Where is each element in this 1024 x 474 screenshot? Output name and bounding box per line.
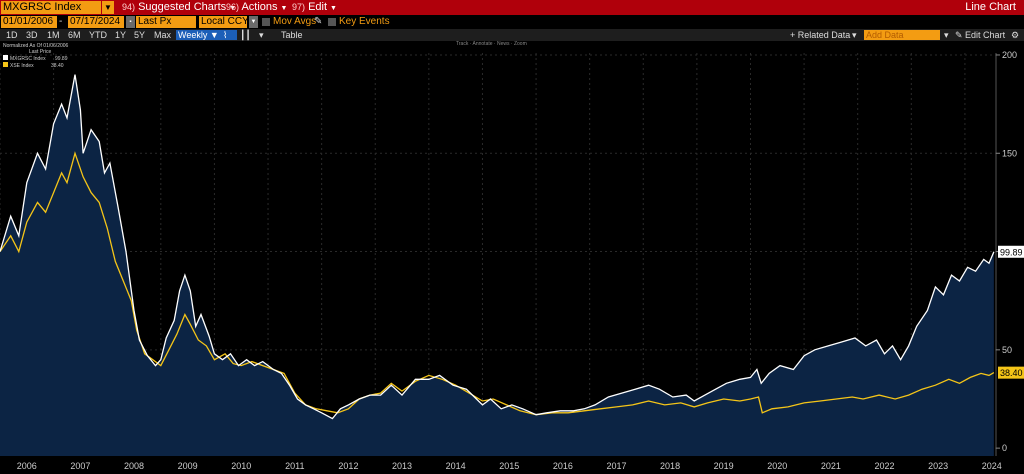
last-value-box [998, 245, 1024, 258]
add-data-input[interactable]: Add Data [864, 30, 940, 40]
y-tick-label: 150 [1002, 148, 1017, 158]
x-tick-label: 2021 [821, 461, 841, 471]
x-tick-label: 2008 [124, 461, 144, 471]
actions-label: Actions [241, 1, 278, 13]
x-tick-label: 2006 [17, 461, 37, 471]
key-events-label[interactable]: Key Events [339, 16, 390, 27]
add-data-dropdown-icon[interactable]: ▾ [944, 30, 949, 40]
range-bar [0, 29, 1024, 41]
range-6m[interactable]: 6M [68, 30, 81, 40]
start-date-field[interactable]: 01/01/2006 [1, 16, 57, 28]
area-fill [0, 74, 994, 456]
last-value-label: 38.40 [1000, 368, 1023, 378]
line-style-icon[interactable]: ⌇ [221, 30, 237, 40]
last-value-box [998, 366, 1024, 379]
suggested-charts-menu[interactable]: 94) Suggested Charts ▼ [122, 1, 237, 13]
x-tick-label: 2016 [553, 461, 573, 471]
y-tick-label: 200 [1002, 50, 1017, 60]
key-events-checkbox[interactable] [328, 18, 336, 26]
edit-label: Edit [308, 1, 328, 13]
date-separator: - [59, 16, 63, 27]
chevron-down-icon: ▼ [229, 5, 237, 12]
normalized-note: Normalized As Of 01/06/2006 [3, 43, 69, 49]
legend-item-mxgrsc: MXGRSC Index 99.89 [3, 55, 68, 62]
x-tick-label: 2018 [660, 461, 680, 471]
range-5y[interactable]: 5Y [134, 30, 146, 40]
currency-selector[interactable]: Local CCY [199, 16, 249, 28]
range-3d[interactable]: 3D [26, 30, 38, 40]
legend-swatch [3, 62, 8, 67]
x-tick-label: 2014 [446, 461, 466, 471]
top-command-bar [0, 0, 1024, 15]
field-selector[interactable]: Last Px [136, 16, 196, 28]
range-ytd[interactable]: YTD [89, 30, 107, 40]
ticker-dropdown-icon[interactable]: ▼ [102, 1, 114, 14]
related-data-button[interactable]: + Related Data [790, 30, 851, 40]
chevron-down-icon[interactable]: ▾ [852, 30, 857, 40]
x-tick-label: 2009 [178, 461, 198, 471]
y-tick-label: 50 [1002, 345, 1012, 355]
chart-type-title: Line Chart [965, 1, 1016, 13]
annotate-tool[interactable]: Annotate [472, 41, 493, 47]
edit-menu[interactable]: 97) Edit ▼ [292, 1, 337, 13]
last-value-label: 99.89 [1000, 247, 1023, 257]
frequency-selector[interactable]: Weekly ▼ [176, 30, 221, 40]
x-tick-label: 2007 [70, 461, 90, 471]
y-tick-label: 0 [1002, 443, 1007, 453]
chart-legend: Normalized As Of 01/06/2006 Last Price M… [3, 43, 68, 69]
bar-style-icon[interactable]: ┃┃ [240, 30, 251, 40]
pencil-icon[interactable]: ✎ [314, 16, 323, 27]
suggested-charts-label: Suggested Charts [138, 1, 227, 13]
x-tick-label: 2024 [982, 461, 1002, 471]
line-chart[interactable]: 05010015020099.8938.40200620072008200920… [0, 41, 1024, 474]
series-line-0 [0, 74, 995, 420]
legend-swatch [3, 55, 8, 60]
gear-icon[interactable]: ⚙ [1011, 30, 1020, 40]
x-tick-label: 2022 [874, 461, 894, 471]
x-tick-label: 2020 [767, 461, 787, 471]
mov-avgs-label[interactable]: Mov Avgs [273, 16, 317, 27]
mov-avgs-checkbox[interactable] [262, 18, 270, 26]
more-icon[interactable]: ▾ [259, 30, 264, 40]
x-tick-label: 2017 [606, 461, 626, 471]
x-tick-label: 2011 [285, 461, 304, 471]
table-button[interactable]: Table [281, 30, 303, 40]
edit-chart-button[interactable]: ✎ Edit Chart [955, 30, 1006, 40]
legend-header: Last Price [29, 49, 52, 55]
range-1m[interactable]: 1M [47, 30, 60, 40]
chart-tools: Track · Annotate · News · Zoom [456, 41, 527, 47]
legend-item-xse: XSE Index 38.40 [3, 62, 68, 69]
news-tool[interactable]: News [496, 41, 510, 47]
currency-dropdown-icon[interactable]: ▼ [249, 16, 258, 28]
actions-menu[interactable]: 96) Actions ▼ [226, 1, 288, 13]
x-tick-label: 2019 [714, 461, 734, 471]
x-tick-label: 2010 [231, 461, 251, 471]
zoom-tool[interactable]: Zoom [513, 41, 527, 47]
range-max[interactable]: Max [154, 30, 172, 40]
x-tick-label: 2013 [392, 461, 412, 471]
x-tick-label: 2015 [499, 461, 519, 471]
track-tool[interactable]: Track [456, 41, 469, 47]
series-line-1 [0, 151, 995, 416]
calendar-icon[interactable]: ▪ [126, 16, 135, 28]
chevron-down-icon: ▼ [330, 5, 337, 12]
x-tick-label: 2012 [338, 461, 358, 471]
end-date-field[interactable]: 07/17/2024 [68, 16, 124, 28]
chevron-down-icon: ▼ [280, 5, 288, 12]
ticker-field[interactable]: MXGRSC Index [1, 1, 101, 14]
range-1d[interactable]: 1D [6, 30, 18, 40]
x-tick-label: 2023 [928, 461, 948, 471]
range-1y[interactable]: 1Y [115, 30, 127, 40]
